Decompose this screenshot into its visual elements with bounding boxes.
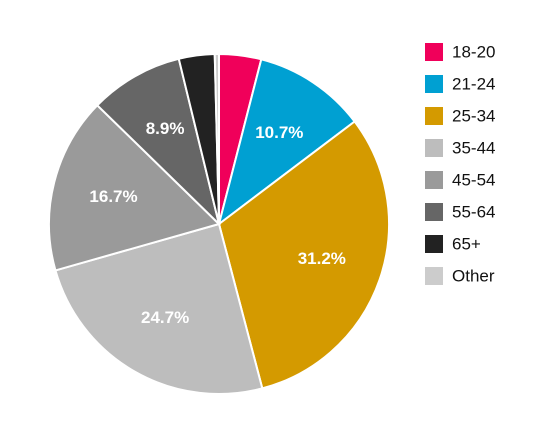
data-label: 8.9% bbox=[146, 119, 185, 138]
legend-swatch bbox=[425, 75, 443, 93]
data-label: 16.7% bbox=[89, 187, 137, 206]
legend-label: 21-24 bbox=[452, 74, 495, 93]
legend-swatch bbox=[425, 171, 443, 189]
legend-label: 18-20 bbox=[452, 42, 495, 61]
pie-slice bbox=[54, 222, 264, 395]
legend-swatch bbox=[425, 43, 443, 61]
pie-slice bbox=[217, 58, 357, 227]
legend-label: 45-54 bbox=[452, 170, 495, 189]
legend-label: 35-44 bbox=[452, 138, 495, 157]
pie-slice bbox=[48, 103, 221, 272]
data-label: 10.7% bbox=[255, 123, 303, 142]
pie-slice bbox=[217, 120, 390, 390]
legend-swatch bbox=[425, 235, 443, 253]
data-label: 24.7% bbox=[141, 308, 189, 327]
legend-swatch bbox=[425, 139, 443, 157]
legend-label: 65+ bbox=[452, 234, 481, 253]
data-label: 31.2% bbox=[298, 249, 346, 268]
legend-swatch bbox=[425, 267, 443, 285]
legend-swatch bbox=[425, 203, 443, 221]
pie-slice bbox=[213, 52, 220, 225]
legend-swatch bbox=[425, 107, 443, 125]
legend-label: 55-64 bbox=[452, 202, 495, 221]
legend-label: 25-34 bbox=[452, 106, 495, 125]
legend-label: Other bbox=[452, 266, 495, 285]
